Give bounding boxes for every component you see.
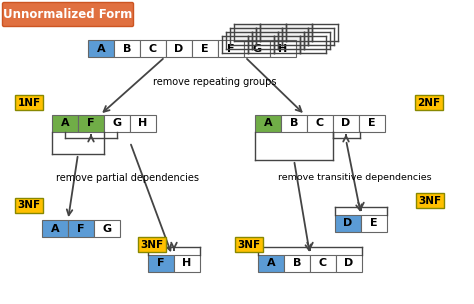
Text: remove repeating groups: remove repeating groups — [153, 77, 277, 87]
Bar — [278, 32, 304, 49]
Text: B: B — [123, 43, 131, 54]
Bar — [281, 115, 307, 132]
Text: F: F — [77, 223, 85, 233]
Text: B: B — [290, 119, 298, 129]
Bar — [333, 115, 359, 132]
Text: D: D — [341, 119, 351, 129]
Text: remove transitive dependencies: remove transitive dependencies — [278, 174, 432, 182]
Bar — [286, 24, 312, 41]
Text: D: D — [343, 219, 353, 229]
Text: 1NF: 1NF — [18, 98, 41, 108]
Bar — [138, 237, 166, 252]
Text: A: A — [97, 43, 105, 54]
Bar — [258, 255, 284, 272]
Text: 3NF: 3NF — [140, 240, 164, 250]
Text: H: H — [182, 258, 191, 268]
Bar — [359, 115, 385, 132]
Text: E: E — [201, 43, 209, 54]
Bar — [284, 255, 310, 272]
Text: H: H — [138, 119, 147, 129]
Text: 3NF: 3NF — [419, 195, 442, 206]
Bar — [68, 220, 94, 237]
Text: C: C — [316, 119, 324, 129]
Text: C: C — [319, 258, 327, 268]
Bar — [255, 115, 281, 132]
Bar — [42, 220, 68, 237]
Bar — [192, 40, 218, 57]
Bar — [222, 36, 248, 53]
Bar — [248, 36, 274, 53]
Bar — [15, 95, 43, 110]
Bar — [230, 28, 256, 45]
Text: A: A — [267, 258, 275, 268]
Bar — [244, 40, 270, 57]
Bar — [166, 40, 192, 57]
Bar — [234, 24, 260, 41]
Text: B: B — [293, 258, 301, 268]
Text: C: C — [149, 43, 157, 54]
Text: G: G — [102, 223, 111, 233]
Bar — [307, 115, 333, 132]
Bar — [282, 28, 308, 45]
Bar — [52, 115, 78, 132]
Bar — [310, 255, 336, 272]
Text: D: D — [174, 43, 183, 54]
Text: Unnormalized Form: Unnormalized Form — [3, 8, 133, 21]
Bar — [15, 198, 43, 213]
Text: 3NF: 3NF — [237, 240, 261, 250]
Text: 2NF: 2NF — [418, 98, 440, 108]
Bar — [148, 255, 174, 272]
Text: G: G — [112, 119, 121, 129]
Bar — [226, 32, 252, 49]
Bar — [88, 40, 114, 57]
Text: A: A — [264, 119, 272, 129]
Bar — [114, 40, 140, 57]
Text: E: E — [370, 219, 378, 229]
Text: F: F — [227, 43, 235, 54]
Bar — [256, 28, 282, 45]
Text: A: A — [51, 223, 59, 233]
Bar — [270, 40, 296, 57]
Text: remove partial dependencies: remove partial dependencies — [56, 173, 200, 183]
Bar — [140, 40, 166, 57]
Bar — [336, 255, 362, 272]
Text: 3NF: 3NF — [18, 201, 41, 210]
Bar — [416, 193, 444, 208]
Bar — [260, 24, 286, 41]
Text: E: E — [368, 119, 376, 129]
Bar — [335, 215, 361, 232]
Bar — [415, 95, 443, 110]
Bar — [94, 220, 120, 237]
Bar — [78, 115, 104, 132]
Text: D: D — [345, 258, 354, 268]
Bar — [104, 115, 130, 132]
Bar — [235, 237, 263, 252]
Bar — [130, 115, 156, 132]
Bar — [218, 40, 244, 57]
Bar — [274, 36, 300, 53]
FancyBboxPatch shape — [2, 2, 134, 26]
Text: F: F — [157, 258, 165, 268]
Text: A: A — [61, 119, 69, 129]
Bar — [174, 255, 200, 272]
Text: F: F — [87, 119, 95, 129]
Bar — [252, 32, 278, 49]
Text: H: H — [278, 43, 288, 54]
Text: G: G — [253, 43, 262, 54]
Bar — [361, 215, 387, 232]
